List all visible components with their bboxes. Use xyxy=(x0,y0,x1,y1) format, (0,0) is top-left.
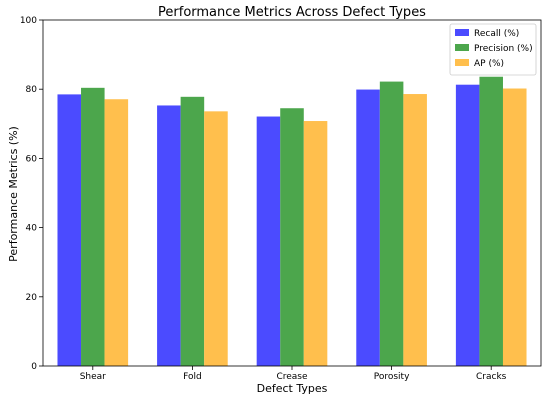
bar xyxy=(57,94,82,366)
bar xyxy=(403,94,427,366)
x-axis-label: Defect Types xyxy=(257,382,328,395)
legend-label: Recall (%) xyxy=(474,29,519,39)
legend-label: Precision (%) xyxy=(474,44,533,54)
x-tick-label: Crease xyxy=(276,372,308,382)
legend-swatch xyxy=(455,44,469,51)
x-tick-label: Cracks xyxy=(476,372,507,382)
chart-title: Performance Metrics Across Defect Types xyxy=(158,5,426,20)
bar xyxy=(379,81,404,366)
bar xyxy=(303,121,328,366)
x-tick-label: Shear xyxy=(80,372,106,382)
legend-box xyxy=(449,23,537,76)
y-tick-label: 40 xyxy=(26,224,38,234)
y-tick-label: 100 xyxy=(20,16,37,26)
y-axis-label: Performance Metrics (%) xyxy=(7,126,20,262)
x-tick-label: Porosity xyxy=(374,372,410,382)
legend-swatch xyxy=(455,29,469,36)
bar xyxy=(180,96,205,366)
legend-swatch xyxy=(455,59,469,66)
bar xyxy=(479,76,503,367)
bar xyxy=(104,99,129,366)
bar xyxy=(455,84,480,366)
y-tick-label: 80 xyxy=(26,85,38,95)
y-tick-label: 60 xyxy=(26,154,38,164)
bar xyxy=(280,108,304,366)
bar xyxy=(81,87,105,366)
bar xyxy=(204,111,228,366)
y-tick-label: 20 xyxy=(26,293,38,303)
bar xyxy=(502,88,527,366)
x-tick-label: Fold xyxy=(183,372,202,382)
legend: Recall (%) Precision (%) AP (%) xyxy=(449,23,537,76)
y-tick-label: 0 xyxy=(31,362,37,372)
bar xyxy=(157,105,181,367)
legend-label: AP (%) xyxy=(474,59,504,69)
bar xyxy=(256,116,281,366)
plot-area: 0 20 40 60 80 100 Shear Fold Crease Porosity Crack… xyxy=(20,16,542,382)
bar xyxy=(356,89,380,367)
